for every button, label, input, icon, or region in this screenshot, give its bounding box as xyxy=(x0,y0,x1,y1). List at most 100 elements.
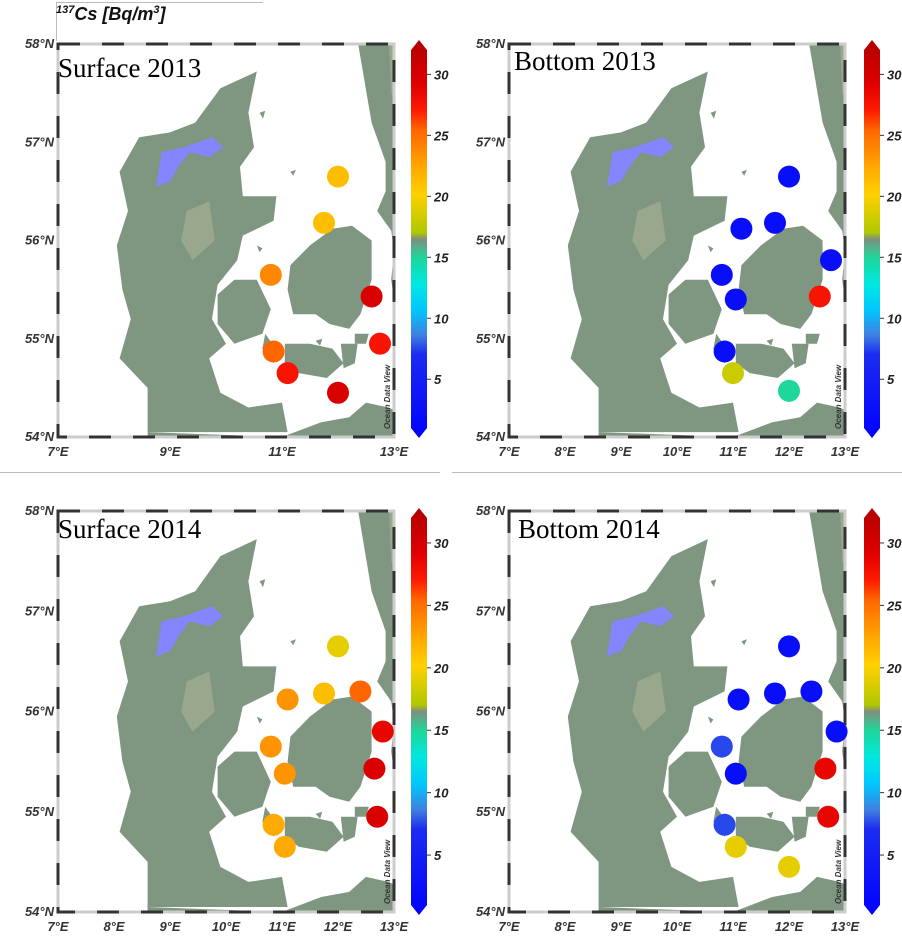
y-tick-label: 56°N xyxy=(476,704,506,719)
x-tick-label: 8°E xyxy=(103,919,124,934)
land-zealand xyxy=(738,225,823,329)
y-tick-label: 54°N xyxy=(25,429,55,444)
land-islet xyxy=(290,639,296,646)
land-germany xyxy=(598,402,845,437)
land-zealand xyxy=(287,696,372,802)
station-marker xyxy=(276,688,299,711)
land-germany xyxy=(147,402,394,437)
land-jutland-highland xyxy=(632,201,666,261)
land-falster xyxy=(340,816,358,842)
land-islet xyxy=(766,338,774,346)
land-funen xyxy=(217,279,271,344)
station-marker xyxy=(722,362,744,385)
y-tick-label: 57°N xyxy=(476,134,506,149)
colorbar xyxy=(411,508,427,915)
land-falster xyxy=(791,816,809,842)
land-sweden xyxy=(358,44,394,300)
station-marker xyxy=(730,217,753,240)
station-marker xyxy=(764,682,786,705)
y-tick-label: 58°N xyxy=(25,503,55,518)
station-marker xyxy=(778,635,800,658)
colorbar-label: 5 xyxy=(434,372,442,387)
land-group xyxy=(567,44,845,437)
land-islet xyxy=(256,245,263,253)
land-group xyxy=(116,511,394,912)
header-frame xyxy=(56,2,263,41)
x-tick-label: 12°E xyxy=(775,919,804,934)
y-tick-label: 54°N xyxy=(25,904,55,919)
map-svg: 54°N 55°N 56°N 57°N 58°N 7°E 8°E 9°E 10°E 11°E 12°… xyxy=(25,503,449,934)
colorbar xyxy=(864,40,880,438)
odv-watermark: Ocean Data View xyxy=(834,839,843,904)
x-tick-label: 9°E xyxy=(159,919,180,934)
land-sweden xyxy=(809,511,845,772)
colorbar-label: 10 xyxy=(887,311,902,326)
map-svg: 54°N 55°N 56°N 57°N 58°N 7°E 8°E 9°E 10°E 11°E 12°… xyxy=(476,503,902,934)
land-lolland xyxy=(284,816,344,852)
lake-limfjord xyxy=(156,137,224,187)
x-tick-label: 7°E xyxy=(498,919,519,934)
land-lolland xyxy=(284,343,344,378)
x-tick-label: 10°E xyxy=(212,919,241,934)
panel-bottom-2014: 54°N 55°N 56°N 57°N 58°N 7°E 8°E 9°E 10°E 11°E 12°… xyxy=(452,470,902,942)
station-marker xyxy=(360,285,383,308)
land-jutland xyxy=(116,539,288,907)
colorbar-label: 15 xyxy=(887,250,902,265)
y-tick-label: 57°N xyxy=(25,134,55,149)
land-germany xyxy=(147,876,394,912)
land-jutland-highland xyxy=(181,201,215,261)
x-tick-label: 12°E xyxy=(775,444,804,459)
colorbar-label: 30 xyxy=(887,536,902,551)
colorbar-label: 20 xyxy=(433,189,449,204)
x-tick-label: 13°E xyxy=(380,919,409,934)
panel-title: Bottom 2013 xyxy=(514,46,656,76)
station-marker xyxy=(273,835,296,858)
lake-limfjord xyxy=(607,606,675,657)
x-tick-label: 11°E xyxy=(268,919,296,934)
y-tick-label: 56°N xyxy=(476,233,506,248)
x-tick-label: 9°E xyxy=(610,444,631,459)
y-tick-label: 54°N xyxy=(476,429,506,444)
odv-watermark: Ocean Data View xyxy=(383,364,392,429)
colorbar-label: 20 xyxy=(886,189,902,204)
station-marker xyxy=(366,805,389,828)
land-funen xyxy=(217,751,271,817)
colorbar-label: 25 xyxy=(433,128,449,143)
map-svg: 54°N 55°N 56°N 57°N 58°N 7°E 9°E 11°E 13°E Ocean … xyxy=(25,36,449,459)
station-marker xyxy=(713,813,736,836)
station-marker xyxy=(313,682,335,705)
land-group xyxy=(567,511,845,912)
land-islet xyxy=(256,716,263,724)
land-sweden xyxy=(809,44,845,300)
station-marker xyxy=(814,757,837,780)
land-germany xyxy=(598,876,845,912)
unit-header: 137Cs [Bq/m3] xyxy=(56,4,166,25)
panel-surface-2013: 54°N 55°N 56°N 57°N 58°N 7°E 9°E 11°E 13°E Ocean … xyxy=(0,0,450,470)
y-tick-label: 58°N xyxy=(476,36,506,51)
station-marker xyxy=(764,211,786,234)
colorbar-label: 20 xyxy=(886,661,902,676)
station-marker xyxy=(710,263,733,286)
land-falster xyxy=(791,343,809,369)
y-tick-label: 57°N xyxy=(25,603,55,618)
land-funen xyxy=(668,751,722,817)
x-tick-label: 10°E xyxy=(663,444,692,459)
colorbar-label: 10 xyxy=(434,786,449,801)
land-jutland xyxy=(567,71,739,433)
land-jutland xyxy=(116,71,288,433)
x-tick-label: 11°E xyxy=(268,444,296,459)
colorbar-label: 5 xyxy=(887,848,895,863)
colorbar-label: 30 xyxy=(434,536,449,551)
x-tick-label: 8°E xyxy=(554,444,575,459)
station-marker xyxy=(327,635,349,658)
map-frame-dash xyxy=(56,42,396,439)
panel-title: Bottom 2014 xyxy=(518,514,660,544)
colorbar-label: 25 xyxy=(433,598,449,613)
colorbar-label: 30 xyxy=(887,67,902,82)
map-frame-dash xyxy=(507,509,847,914)
colorbar-label: 10 xyxy=(434,311,449,326)
station-marker xyxy=(363,757,386,780)
x-tick-label: 12°E xyxy=(324,919,353,934)
land-lolland xyxy=(735,816,795,852)
y-tick-label: 56°N xyxy=(25,704,55,719)
